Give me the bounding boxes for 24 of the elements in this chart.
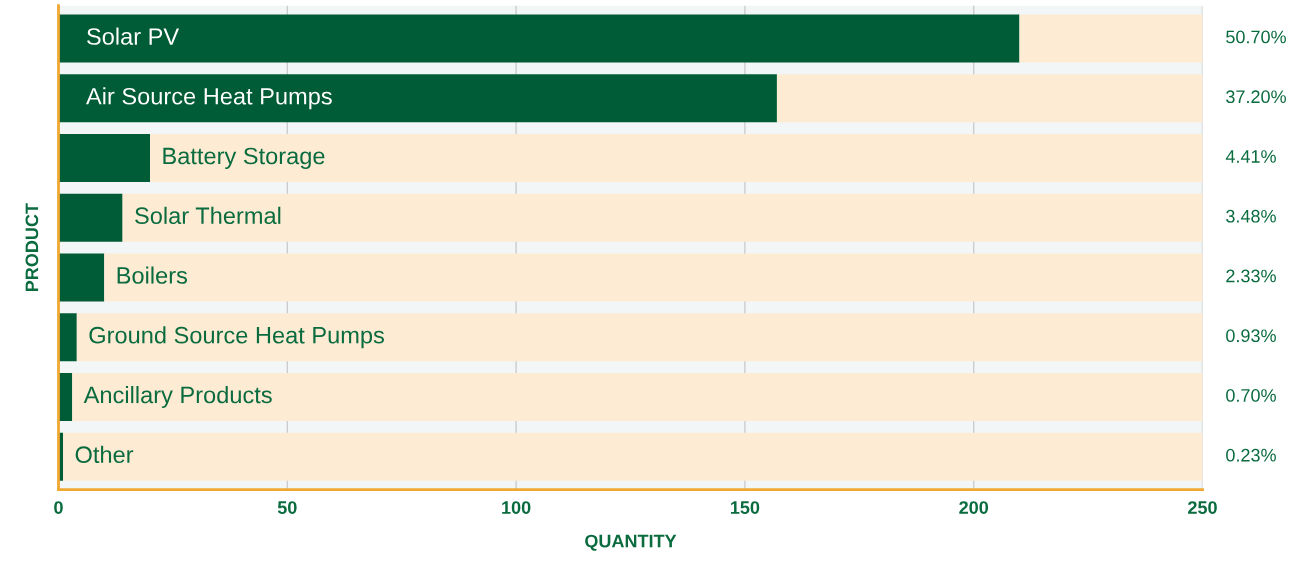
text: 2.33% — [1226, 269, 1276, 283]
x-tick-label: 200 — [959, 501, 989, 514]
x-axis-title: QUANTITY — [585, 534, 677, 551]
text: 50.70% — [1226, 30, 1286, 44]
y-axis-title: PRODUCT — [25, 203, 39, 292]
y-tick-label: Other — [75, 445, 134, 464]
y-tick-label: Solar PV — [87, 27, 180, 45]
text: 37.20% — [1226, 90, 1286, 104]
x-tick-label: 50 — [277, 501, 297, 514]
y-tick-label: Air Source Heat Pumps — [86, 87, 332, 110]
text: 4.41% — [1225, 150, 1276, 163]
text: 3.48% — [1226, 209, 1276, 223]
y-tick-label: Battery Storage — [163, 147, 325, 170]
text: 0.70% — [1226, 389, 1276, 402]
x-tick-label: 250 — [1188, 501, 1217, 514]
y-tick-label: Ground Source Heat Pumps — [89, 326, 384, 349]
y-tick-label: Solar Thermal — [135, 206, 281, 225]
x-tick-label: 100 — [502, 501, 531, 514]
x-tick-label: 0 — [54, 501, 63, 514]
x-tick-label: 150 — [730, 501, 760, 514]
y-tick-label: Ancillary Products — [83, 385, 272, 408]
text: 0.93% — [1226, 329, 1276, 343]
text: 0.23% — [1226, 448, 1276, 462]
y-tick-label: Boilers — [117, 266, 188, 284]
